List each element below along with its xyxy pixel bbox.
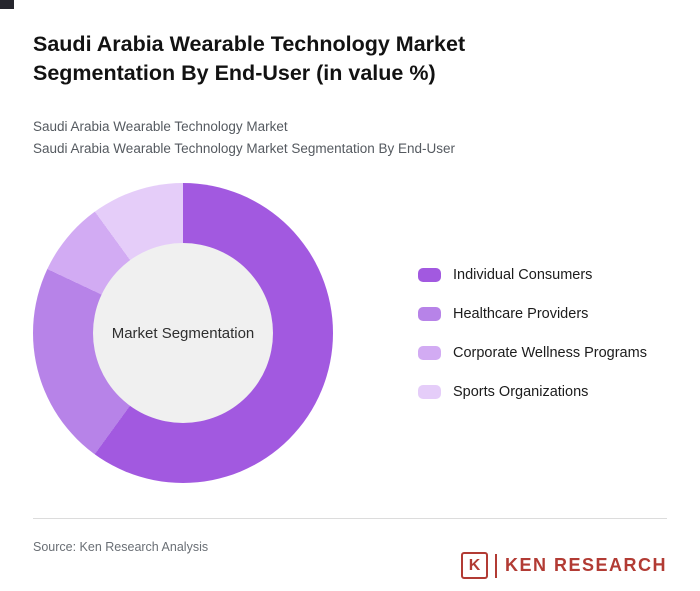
- legend-label: Sports Organizations: [453, 383, 589, 400]
- legend-item: Individual Consumers: [418, 266, 647, 283]
- page-title: Saudi Arabia Wearable Technology Market …: [33, 32, 466, 86]
- legend-swatch: [418, 267, 441, 282]
- ken-research-logo: K KEN RESEARCH: [460, 552, 667, 579]
- legend-label: Healthcare Providers: [453, 305, 589, 322]
- logo-k-icon: K: [460, 552, 488, 579]
- subtitle-line-2: Saudi Arabia Wearable Technology Market …: [33, 140, 455, 156]
- legend-item: Healthcare Providers: [418, 305, 647, 322]
- subtitle-block: Saudi Arabia Wearable Technology Market …: [33, 116, 455, 159]
- logo-text: KEN RESEARCH: [504, 555, 667, 575]
- donut-center-label: Market Segmentation: [111, 324, 255, 342]
- donut-chart-area: Market Segmentation: [33, 183, 333, 483]
- chart-legend: Individual Consumers Healthcare Provider…: [418, 266, 647, 400]
- legend-swatch: [418, 345, 441, 360]
- legend-label: Corporate Wellness Programs: [453, 344, 647, 361]
- subtitle-line-1: Saudi Arabia Wearable Technology Market: [33, 119, 288, 134]
- footer-divider: [33, 518, 667, 519]
- logo-divider-bar: [494, 553, 497, 578]
- donut-hole: Market Segmentation: [93, 243, 273, 423]
- legend-swatch: [418, 384, 441, 399]
- legend-item: Corporate Wellness Programs: [418, 344, 647, 361]
- legend-label: Individual Consumers: [453, 266, 593, 283]
- legend-item: Sports Organizations: [418, 383, 647, 400]
- legend-swatch: [418, 306, 441, 321]
- corner-mark: [0, 0, 14, 9]
- source-note: Source: Ken Research Analysis: [33, 540, 209, 554]
